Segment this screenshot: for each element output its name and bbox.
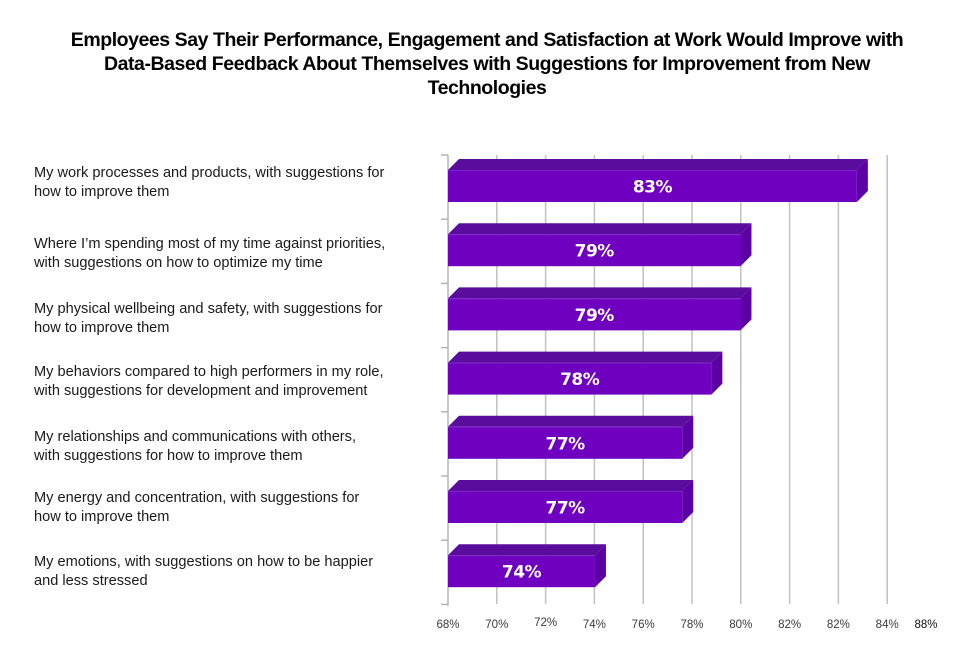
- category-label-line: with suggestions for development and imp…: [34, 382, 368, 399]
- category-label: Where I’m spending most of my time again…: [34, 235, 434, 272]
- category-label-line: how to improve them: [34, 508, 170, 525]
- bar-side-face: [682, 480, 694, 523]
- x-tick-label: 76%: [632, 619, 655, 631]
- chart-title-line: Employees Say Their Performance, Engagem…: [70, 29, 904, 51]
- value-label: 79%: [575, 306, 615, 326]
- value-label: 77%: [546, 434, 586, 454]
- bar: 78%: [448, 351, 723, 395]
- category-label-line: My relationships and communications with…: [34, 429, 357, 445]
- bars: 83% 79% 79% 78% 77% 77% 74%: [448, 159, 868, 588]
- bar-side-face: [711, 351, 723, 395]
- category-label: My energy and concentration, with sugges…: [34, 489, 434, 526]
- x-axis-tick-labels: 68% 70% 72% 74% 76% 78% 80% 82% 82% 84% 88%: [436, 617, 937, 631]
- bar-top-face: [448, 287, 752, 299]
- x-tick-label: 80%: [729, 619, 752, 631]
- category-label: My relationships and communications with…: [34, 428, 434, 465]
- bar-top-face: [448, 415, 694, 427]
- bar-front-face: [448, 298, 741, 331]
- category-label-line: how to improve them: [34, 319, 170, 336]
- bar-side-face: [740, 223, 752, 267]
- category-label: My work processes and products, with sug…: [34, 164, 434, 201]
- category-label-line: and less stressed: [34, 572, 148, 589]
- chart-title: Employees Say Their Performance, Engagem…: [20, 28, 954, 100]
- bar: 74%: [448, 544, 606, 588]
- x-tick-label: 84%: [876, 619, 899, 631]
- bar: 83%: [448, 159, 868, 202]
- category-label-line: Where I’m spending most of my time again…: [34, 236, 386, 252]
- bar-top-face: [448, 223, 752, 235]
- chart-title-line: Technologies: [427, 77, 547, 99]
- x-tick-label: 88%: [914, 619, 937, 631]
- x-tick-label: 72%: [534, 617, 557, 629]
- category-label: My emotions, with suggestions on how to …: [34, 553, 434, 590]
- value-label: 83%: [633, 178, 673, 198]
- x-tick-label: 82%: [778, 619, 801, 631]
- bar-front-face: [448, 555, 595, 588]
- value-label: 77%: [546, 499, 586, 519]
- x-tick-label: 78%: [680, 619, 703, 631]
- category-label-line: My work processes and products, with sug…: [34, 165, 385, 181]
- category-label-line: with suggestions on how to optimize my t…: [34, 254, 323, 271]
- category-label-line: My behaviors compared to high performers…: [34, 364, 384, 380]
- bar-front-face: [448, 426, 683, 459]
- bar-front-face: [448, 491, 683, 523]
- bar-top-face: [448, 544, 606, 556]
- category-label: My physical wellbeing and safety, with s…: [34, 300, 434, 337]
- bar-top-face: [448, 351, 723, 363]
- category-label-line: My emotions, with suggestions on how to …: [34, 554, 374, 570]
- bar: 77%: [448, 415, 694, 459]
- bar: 79%: [448, 287, 752, 331]
- value-label: 74%: [502, 563, 542, 583]
- bar-side-face: [594, 544, 606, 588]
- y-axis: [441, 154, 449, 606]
- category-label-line: My energy and concentration, with sugges…: [34, 490, 360, 506]
- x-tick-label: 68%: [436, 619, 459, 631]
- value-label: 79%: [575, 242, 615, 262]
- bar-side-face: [740, 287, 752, 331]
- bar-side-face: [682, 415, 694, 459]
- x-tick-label: 70%: [485, 619, 508, 631]
- bar-front-face: [448, 234, 741, 267]
- bar: 77%: [448, 480, 694, 523]
- x-tick-label: 82%: [827, 619, 850, 631]
- category-label-line: with suggestions for how to improve them: [34, 447, 303, 464]
- value-label: 78%: [560, 370, 600, 390]
- bar: 79%: [448, 223, 752, 267]
- category-label-line: how to improve them: [34, 183, 170, 200]
- bar-front-face: [448, 170, 857, 202]
- bar-top-face: [448, 159, 868, 170]
- category-label-line: My physical wellbeing and safety, with s…: [34, 301, 383, 317]
- bar-side-face: [856, 159, 868, 202]
- bar-top-face: [448, 480, 694, 491]
- category-label: My behaviors compared to high performers…: [34, 363, 434, 400]
- chart-title-line: Data-Based Feedback About Themselves wit…: [103, 53, 870, 75]
- x-tick-label: 74%: [583, 619, 606, 631]
- bar-front-face: [448, 362, 712, 395]
